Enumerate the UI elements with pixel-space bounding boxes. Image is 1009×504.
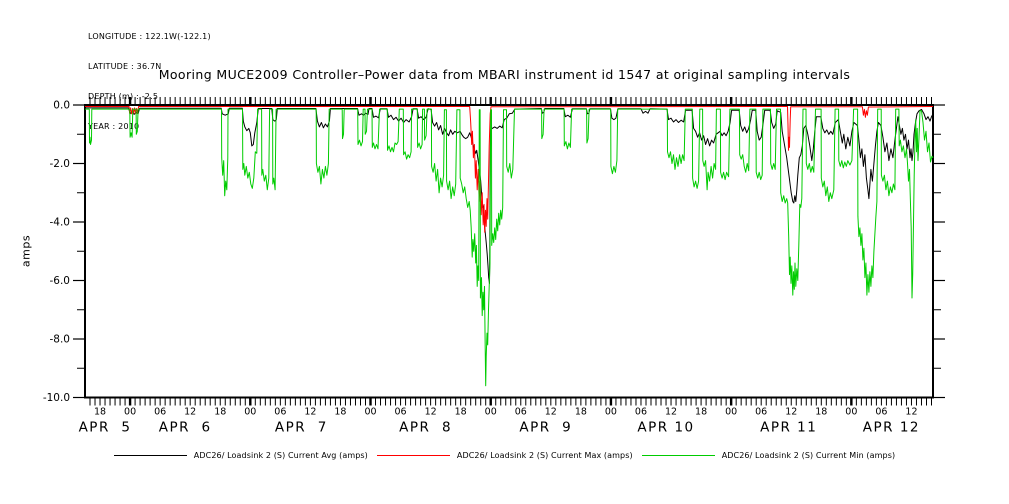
header-info: LONGITUDE : 122.1W(-122.1) LATITUDE : 36… [88,12,211,142]
svg-text:18: 18 [455,407,467,418]
svg-text:18: 18 [695,407,707,418]
svg-text:APR 9: APR 9 [519,420,572,436]
svg-text:06: 06 [515,407,527,418]
svg-text:-2.0: -2.0 [50,158,71,170]
header-line-latitude: LATITUDE : 36.7N [88,62,162,71]
svg-text:-10.0: -10.0 [43,392,70,404]
svg-text:12: 12 [785,407,797,418]
svg-text:12: 12 [304,407,316,418]
svg-text:00: 00 [845,407,857,418]
svg-text:06: 06 [635,407,647,418]
legend-line-min [641,455,715,456]
legend-item-current-min: ADC26/ Loadsink 2 (S) Current Min (amps) [641,451,896,460]
header-line-longitude: LONGITUDE : 122.1W(-122.1) [88,32,211,41]
svg-text:12: 12 [665,407,677,418]
svg-text:18: 18 [815,407,827,418]
legend-label-avg: ADC26/ Loadsink 2 (S) Current Avg (amps) [193,451,368,460]
svg-text:APR 8: APR 8 [399,420,452,436]
svg-text:06: 06 [395,407,407,418]
svg-text:APR 7: APR 7 [275,420,328,436]
svg-text:APR 6: APR 6 [159,420,212,436]
svg-text:18: 18 [94,407,106,418]
svg-text:12: 12 [184,407,196,418]
legend-label-max: ADC26/ Loadsink 2 (S) Current Max (amps) [456,451,633,460]
svg-text:00: 00 [124,407,136,418]
legend: ADC26/ Loadsink 2 (S) Current Avg (amps)… [0,451,1009,460]
header-line-year: YEAR : 2010 [88,122,140,131]
svg-text:00: 00 [244,407,256,418]
legend-line-max [376,455,450,456]
svg-text:0.0: 0.0 [53,100,70,112]
svg-text:06: 06 [154,407,166,418]
svg-text:12: 12 [545,407,557,418]
legend-line-avg [113,455,187,456]
svg-text:00: 00 [364,407,376,418]
header-line-depth: DEPTH (m) : -2.5 [88,92,159,101]
svg-text:12: 12 [905,407,917,418]
svg-text:APR 5: APR 5 [79,420,132,436]
svg-text:18: 18 [334,407,346,418]
svg-text:-6.0: -6.0 [50,275,71,287]
svg-text:APR 10: APR 10 [637,420,694,436]
svg-text:06: 06 [875,407,887,418]
svg-text:00: 00 [605,407,617,418]
svg-text:00: 00 [485,407,497,418]
legend-label-min: ADC26/ Loadsink 2 (S) Current Min (amps) [721,451,896,460]
svg-text:12: 12 [425,407,437,418]
svg-text:APR 12: APR 12 [863,420,920,436]
svg-text:18: 18 [214,407,226,418]
svg-text:06: 06 [274,407,286,418]
svg-text:APR 11: APR 11 [760,420,817,436]
svg-text:-8.0: -8.0 [50,334,71,346]
svg-text:18: 18 [575,407,587,418]
svg-text:-4.0: -4.0 [50,217,71,229]
legend-item-current-avg: ADC26/ Loadsink 2 (S) Current Avg (amps) [113,451,368,460]
plot-title: Mooring MUCE2009 Controller–Power data f… [158,67,851,82]
legend-item-current-max: ADC26/ Loadsink 2 (S) Current Max (amps) [376,451,633,460]
svg-text:06: 06 [755,407,767,418]
svg-text:00: 00 [725,407,737,418]
